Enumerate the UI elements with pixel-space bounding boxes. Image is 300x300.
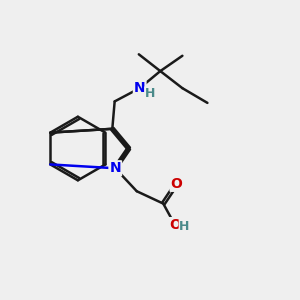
Text: N: N: [134, 81, 146, 95]
Text: N: N: [110, 161, 121, 175]
Text: H: H: [179, 220, 190, 233]
Text: O: O: [169, 218, 181, 232]
Text: O: O: [171, 177, 182, 191]
Text: H: H: [145, 87, 155, 100]
